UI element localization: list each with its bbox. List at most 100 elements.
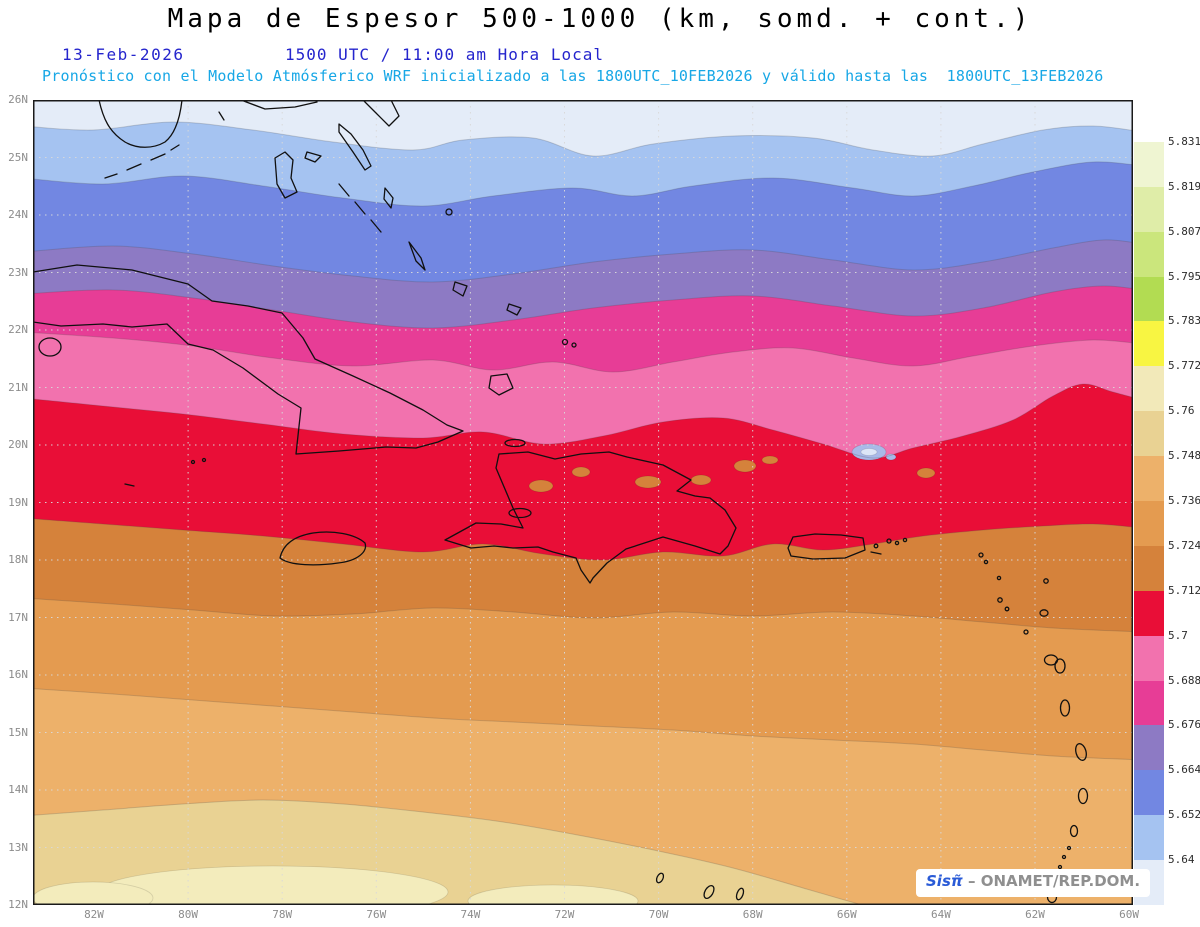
legend-label-5.795: 5.795	[1168, 269, 1200, 283]
legend-label-5.736: 5.736	[1168, 494, 1200, 507]
coastline-inagua	[488, 373, 514, 396]
coastline-turks	[561, 338, 569, 346]
lon-tick-66W: 66W	[836, 908, 857, 921]
lat-tick-22N: 22N	[8, 323, 28, 336]
coastline-martinique	[1075, 743, 1087, 761]
coastline-jamaica	[279, 531, 367, 566]
coastline-isla-juventud	[38, 337, 62, 357]
legend-label-5.64: 5.64	[1168, 853, 1195, 867]
legend-label-5.688: 5.688	[1168, 673, 1200, 687]
coastline-grand-cayman	[124, 483, 135, 487]
lat-tick-13N: 13N	[8, 840, 28, 854]
legend-swatch-11	[1134, 590, 1164, 636]
lon-tick-64W: 64W	[930, 908, 951, 921]
coastline-vieques	[870, 551, 882, 555]
legend-label-5.748: 5.748	[1168, 449, 1200, 463]
lon-tick-76W: 76W	[366, 908, 387, 921]
lon-tick-68W: 68W	[742, 908, 763, 921]
legend-swatch-10	[1134, 545, 1164, 591]
legend-label-5.7: 5.7	[1168, 628, 1188, 642]
coastline-grand-bahama	[240, 100, 318, 110]
legend-label-5.712: 5.712	[1168, 583, 1200, 597]
lon-tick-80W: 80W	[178, 908, 199, 921]
coastline-guadeloupe-east	[1054, 658, 1066, 674]
legend-swatch-14	[1134, 725, 1164, 771]
coastline-andros	[274, 151, 298, 199]
coastline-bimini	[218, 111, 225, 121]
coastline-little-cayman	[201, 457, 207, 463]
coastline-crooked-acklins	[452, 281, 468, 297]
legend-swatch-3	[1134, 231, 1164, 277]
lat-tick-17N: 17N	[8, 610, 28, 624]
legend-label-5.652: 5.652	[1168, 808, 1200, 822]
coastline-montserrat	[1023, 629, 1029, 635]
lon-tick-74W: 74W	[460, 908, 481, 921]
lat-tick-23N: 23N	[8, 265, 28, 279]
lat-tick-15N: 15N	[8, 725, 28, 739]
coastline-florida-keys	[104, 144, 180, 179]
coastline-virgin-islands-3	[902, 537, 908, 543]
lat-tick-12N: 12N	[8, 898, 28, 911]
valid-date: 13-Feb-2026	[62, 45, 185, 64]
watermark-brand: Sisπ̃	[926, 872, 963, 890]
coastline-nevis	[1004, 606, 1010, 612]
lat-tick-26N: 26N	[8, 93, 28, 106]
coastline-cayman-brac	[190, 459, 196, 465]
thickness-field	[33, 100, 1133, 905]
coastline-grenadines-1	[1066, 845, 1072, 851]
lat-tick-18N: 18N	[8, 553, 28, 566]
coastline-grenadines-3	[1057, 864, 1063, 870]
lat-tick-19N: 19N	[8, 495, 28, 509]
coastline-eleuthera	[338, 123, 372, 171]
legend-swatch-15	[1134, 770, 1164, 816]
coastline-new-providence	[304, 151, 322, 163]
legend-label-5.831: 5.831	[1168, 134, 1200, 148]
page-title: Mapa de Espesor 500-1000 (km, somd. + co…	[167, 4, 1033, 34]
legend-label-5.772: 5.772	[1168, 359, 1200, 373]
coastline-gonave	[508, 507, 532, 519]
coastline-saba	[996, 575, 1002, 581]
lon-tick-62W: 62W	[1025, 908, 1045, 921]
lon-tick-78W: 78W	[272, 908, 293, 921]
legend-label-5.724: 5.724	[1168, 538, 1200, 552]
coastline-st-kitts	[997, 597, 1003, 603]
legend-swatch-12	[1134, 635, 1164, 681]
coastline-long-island	[408, 241, 426, 271]
legend-swatch-8	[1134, 456, 1164, 502]
lon-tick-60W: 60W	[1119, 908, 1140, 921]
coastline-mayaguana	[506, 303, 522, 316]
legend-swatch-1	[1134, 141, 1164, 187]
legend-swatch-2	[1134, 186, 1164, 232]
coastline-antigua	[1039, 609, 1049, 617]
lon-tick-70W: 70W	[648, 908, 669, 921]
lon-tick-72W: 72W	[554, 908, 575, 921]
legend-label-5.676: 5.676	[1168, 718, 1200, 732]
lon-tick-82W: 82W	[84, 908, 104, 921]
coastline-st-barth	[983, 559, 989, 565]
lat-tick-14N: 14N	[8, 783, 28, 796]
coastline-exumas	[338, 183, 382, 233]
coastline-aruba	[655, 872, 665, 884]
legend-label-5.819: 5.819	[1168, 179, 1200, 193]
watermark: Sisπ̃ – ONAMET/REP.DOM.	[916, 869, 1151, 897]
coastline-caicos	[571, 342, 577, 348]
coastline-virgin-islands-1	[886, 538, 892, 544]
coastline-dominica	[1059, 699, 1071, 717]
coastline-tortuga	[504, 438, 526, 448]
coastline-st-martin	[978, 552, 984, 558]
legend-swatch-0	[1134, 97, 1164, 142]
coastline-st-lucia	[1077, 787, 1089, 805]
coastline-culebra	[873, 543, 879, 549]
valid-time: 1500 UTC / 11:00 am Hora Local	[285, 45, 604, 64]
lat-tick-25N: 25N	[8, 150, 28, 164]
grid-lines	[33, 100, 1133, 905]
legend-swatch-16	[1134, 815, 1164, 861]
legend-label-5.664: 5.664	[1168, 763, 1200, 777]
map-frame	[33, 100, 1133, 905]
legend-swatch-5	[1134, 321, 1164, 367]
coastline-cuba	[33, 264, 464, 455]
coastline-abaco	[362, 100, 400, 127]
coastline-grenadines-2	[1061, 854, 1067, 860]
coastline-hispaniola	[444, 451, 737, 584]
